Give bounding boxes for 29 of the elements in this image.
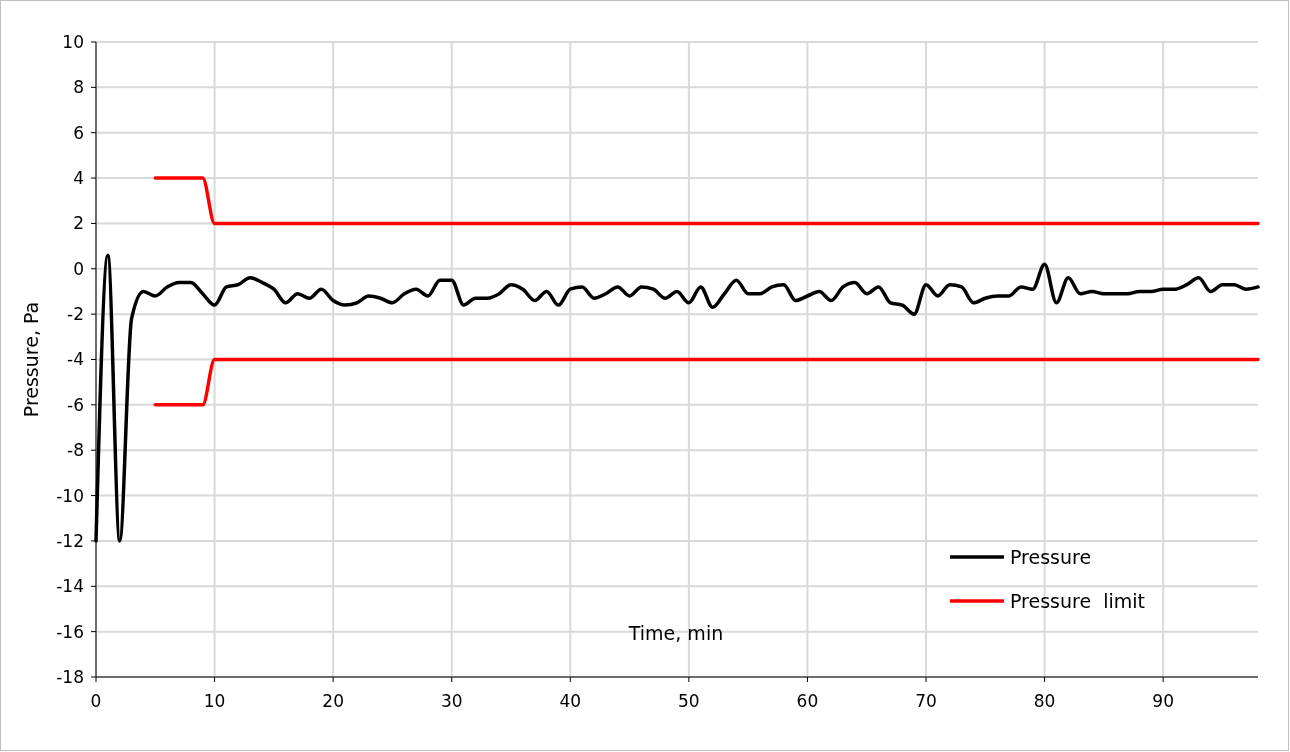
y-tick-label: -4 xyxy=(67,349,84,370)
y-tick-label: 0 xyxy=(73,258,84,279)
x-tick-label: 0 xyxy=(90,691,102,711)
x-tick-label: 60 xyxy=(796,691,819,711)
x-tick-label: 30 xyxy=(440,691,463,711)
y-tick-label: -16 xyxy=(56,621,84,642)
x-tick-label: 70 xyxy=(915,691,937,711)
y-tick-label: -12 xyxy=(56,530,84,551)
legend-label: Pressure limit xyxy=(1010,589,1146,612)
x-tick-label: 90 xyxy=(1152,691,1174,711)
y-tick-label: 4 xyxy=(73,168,84,189)
y-tick-label: -14 xyxy=(56,576,84,597)
y-tick-label: 6 xyxy=(73,122,84,143)
y-tick-label: 10 xyxy=(62,31,84,52)
y-tick-label: 2 xyxy=(73,213,84,234)
y-tick-label: -8 xyxy=(67,440,84,461)
y-tick-label: 8 xyxy=(73,77,84,98)
x-axis-title: Time, min xyxy=(627,622,724,644)
x-tick-label: 80 xyxy=(1033,691,1056,711)
legend-label: Pressure xyxy=(1010,545,1092,568)
x-tick-label: 40 xyxy=(559,691,582,711)
y-tick-label: -2 xyxy=(67,304,84,325)
y-tick-label: -10 xyxy=(56,485,84,506)
x-tick-label: 50 xyxy=(678,691,700,711)
y-axis-title: Pressure, Pa xyxy=(20,301,42,418)
y-tick-label: -6 xyxy=(67,394,84,415)
x-tick-label: 20 xyxy=(322,691,344,711)
y-tick-label: -18 xyxy=(56,666,84,687)
x-tick-label: 10 xyxy=(203,691,226,711)
